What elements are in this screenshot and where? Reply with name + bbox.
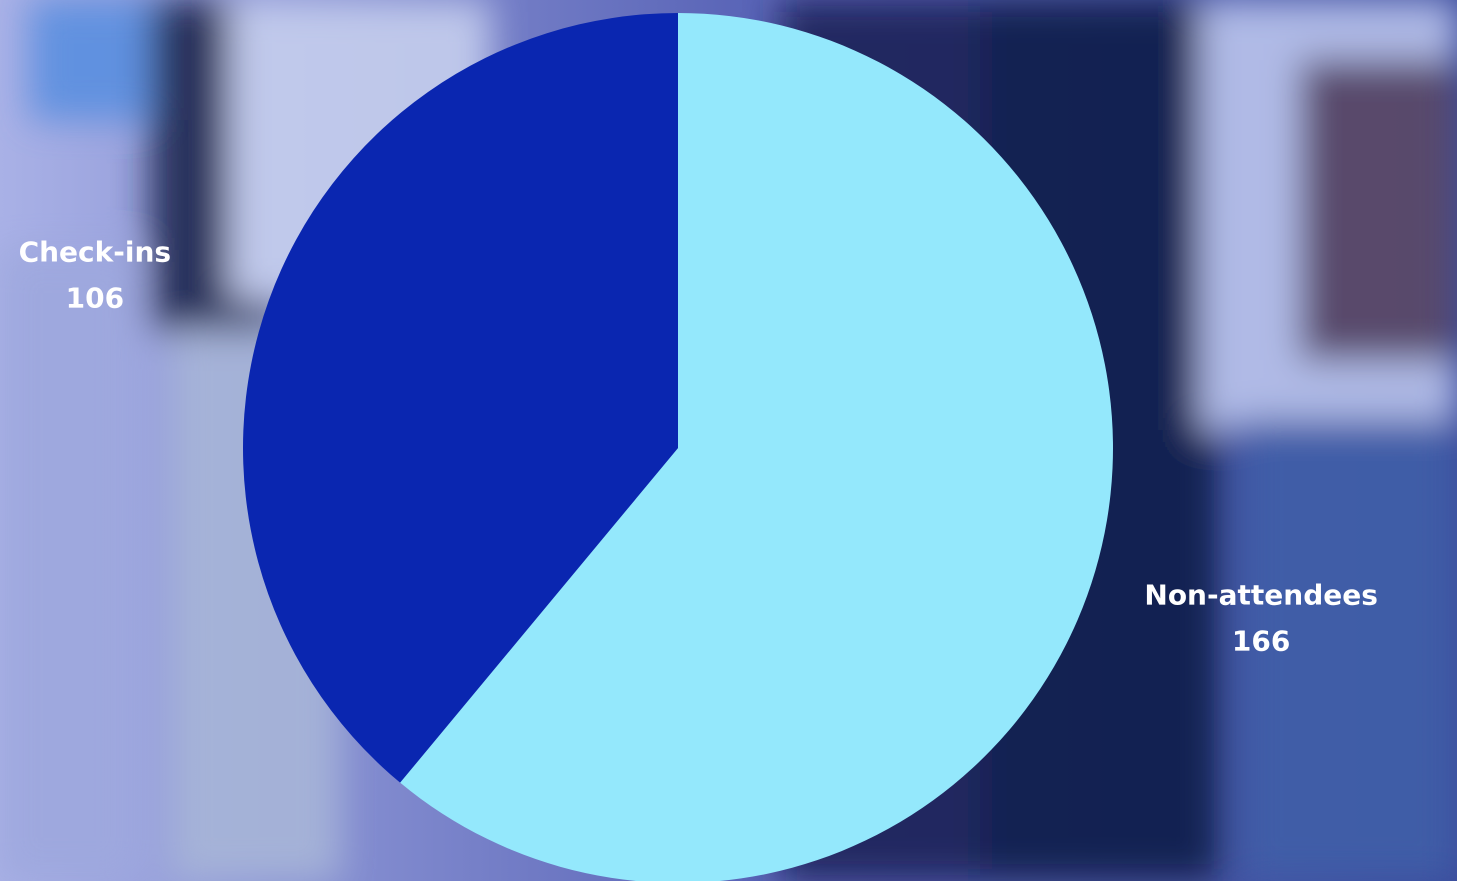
pie <box>243 13 1113 881</box>
pie-slice <box>400 13 1113 881</box>
slice-value: 166 <box>1232 625 1290 658</box>
slice-value: 106 <box>66 281 124 314</box>
slice-label: Non-attendees <box>1144 579 1378 612</box>
slice-label: Check-ins <box>19 235 172 268</box>
pie-slice <box>243 13 679 783</box>
